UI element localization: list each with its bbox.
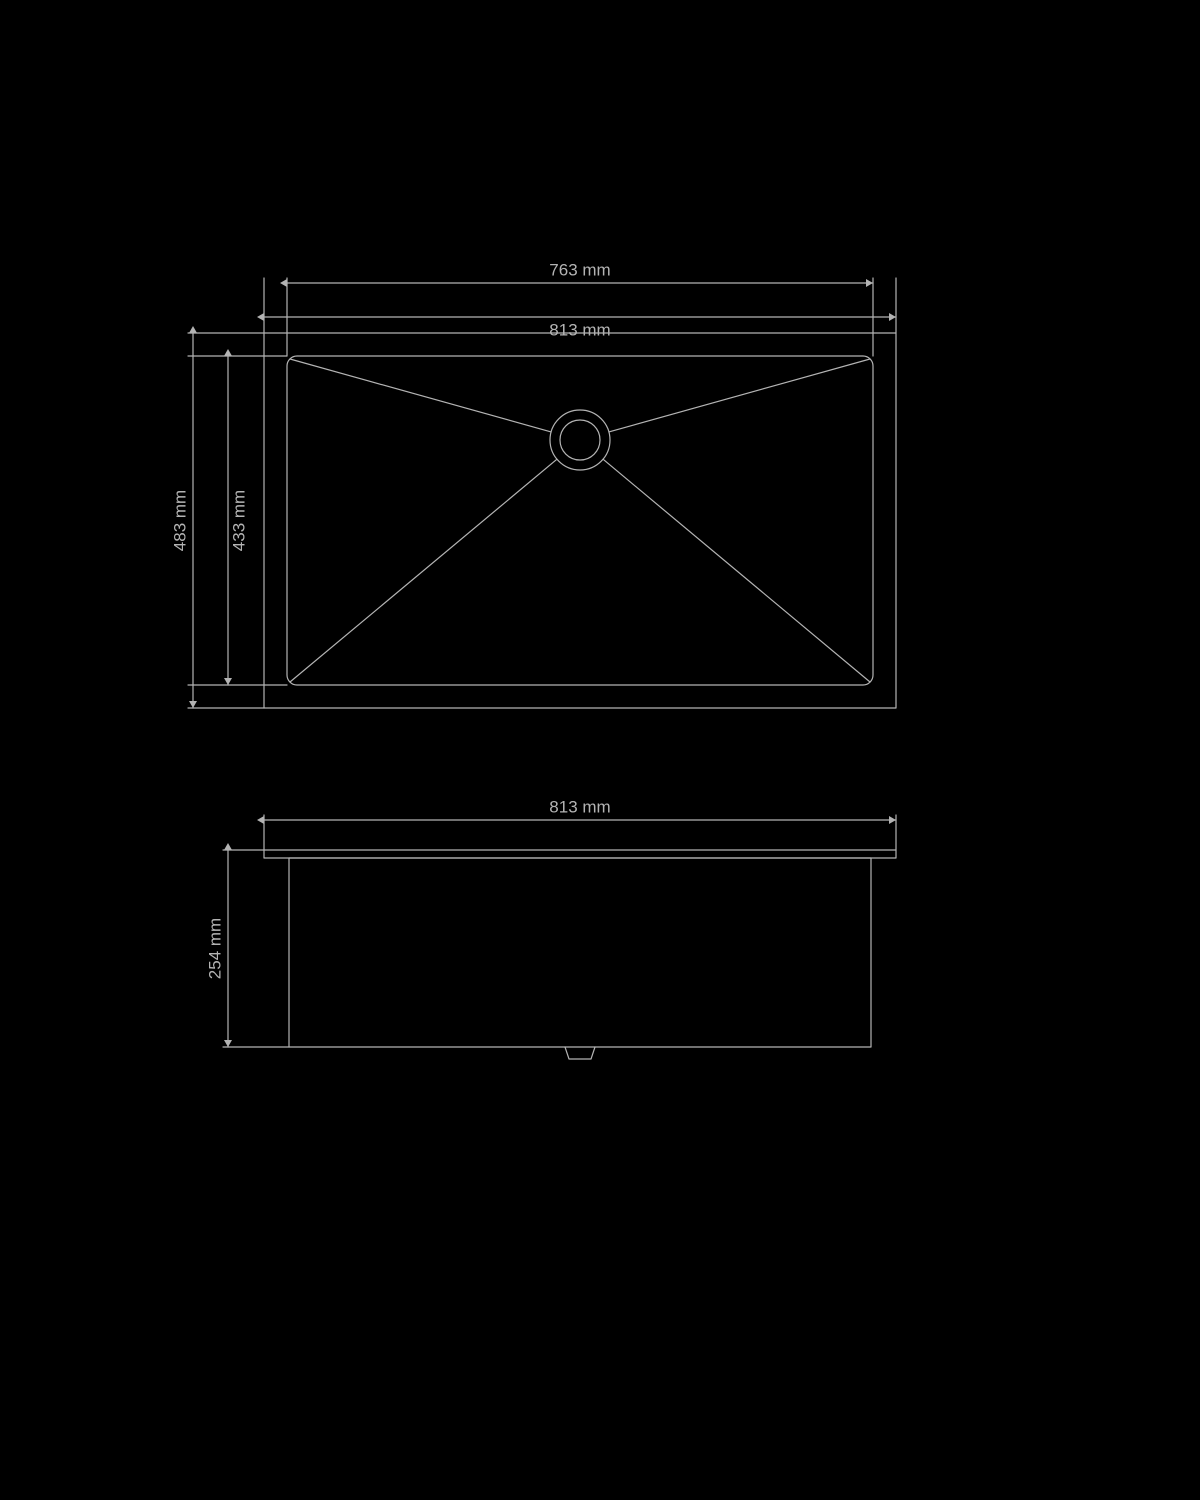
sink-outer-top <box>264 333 896 708</box>
dimension-label: 433 mm <box>229 490 248 551</box>
sink-flange-side <box>264 850 896 858</box>
dimension-label: 254 mm <box>205 918 224 979</box>
drain-stub-side <box>565 1047 595 1059</box>
dimension-label: 813 mm <box>549 797 610 816</box>
dimension-label: 813 mm <box>549 320 610 339</box>
dimension-label: 763 mm <box>549 260 610 279</box>
sink-technical-drawing: 763 mm 813 mm 483 mm 433 mm 813 mm 254 mm <box>0 0 1200 1500</box>
dimension-label: 483 mm <box>170 490 189 551</box>
sink-body-side <box>289 858 871 1047</box>
drain-outer <box>550 410 610 470</box>
drain-inner <box>560 420 600 460</box>
sink-bowl-top <box>287 356 873 685</box>
